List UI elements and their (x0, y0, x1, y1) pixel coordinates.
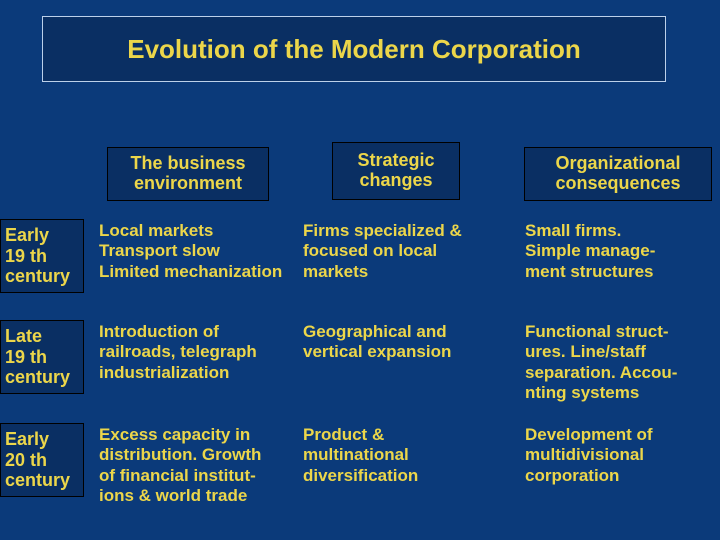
cell-2-1: Product &multinationaldiversification (303, 425, 503, 486)
slide: Evolution of the Modern Corporation The … (0, 0, 720, 540)
row-label-1: Late19 thcentury (0, 320, 84, 394)
col-header-0: The businessenvironment (107, 147, 269, 201)
cell-0-0: Local marketsTransport slowLimited mecha… (99, 221, 299, 282)
slide-title: Evolution of the Modern Corporation (42, 16, 666, 82)
cell-2-2: Development ofmultidivisionalcorporation (525, 425, 715, 486)
cell-1-0: Introduction ofrailroads, telegraphindus… (99, 322, 299, 383)
row-label-0: Early19 thcentury (0, 219, 84, 293)
cell-1-2: Functional struct-ures. Line/staffsepara… (525, 322, 715, 404)
cell-2-0: Excess capacity indistribution. Growthof… (99, 425, 309, 507)
col-header-2: Organizationalconsequences (524, 147, 712, 201)
row-label-2: Early20 thcentury (0, 423, 84, 497)
cell-1-1: Geographical andvertical expansion (303, 322, 503, 363)
cell-0-1: Firms specialized &focused on localmarke… (303, 221, 503, 282)
col-header-1: Strategicchanges (332, 142, 460, 200)
cell-0-2: Small firms.Simple manage-ment structure… (525, 221, 715, 282)
